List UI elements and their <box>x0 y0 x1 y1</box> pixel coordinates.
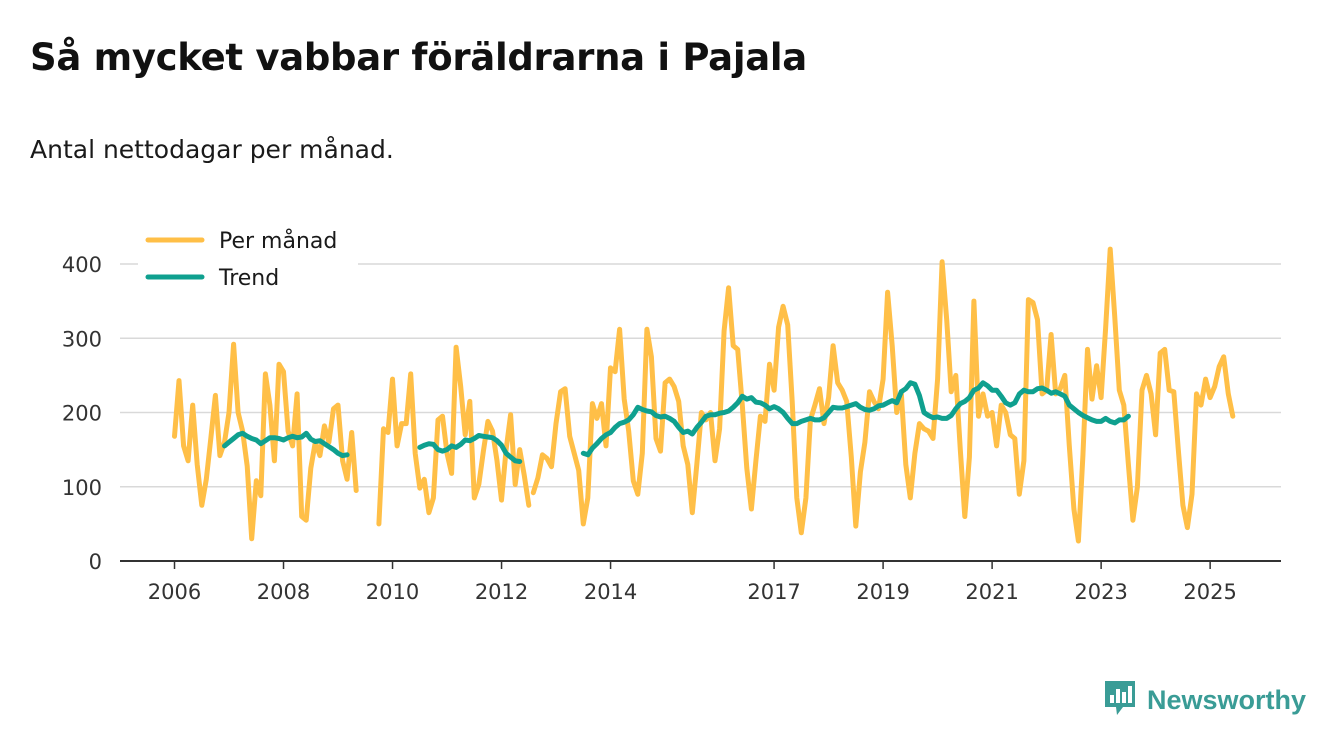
y-tick-label: 300 <box>62 327 102 351</box>
x-axis-ticks: 2006 2008 2010 2012 2014 2017 2019 2021 2023 2025 <box>148 561 1237 604</box>
x-tick-label: 2017 <box>747 580 800 604</box>
y-tick-label: 100 <box>62 476 102 500</box>
x-tick-label: 2021 <box>965 580 1018 604</box>
legend-background <box>138 222 358 298</box>
chart-subtitle: Antal nettodagar per månad. <box>30 135 394 164</box>
series-line-monthly-segment-1 <box>376 344 532 527</box>
brand-logo: Newsworthy <box>1103 679 1306 721</box>
legend-label-monthly: Per månad <box>219 228 337 254</box>
y-axis-ticks: 0 100 200 300 400 <box>62 253 102 574</box>
series-line-trend-segment-0 <box>222 430 350 459</box>
y-tick-label: 400 <box>62 253 102 277</box>
y-tick-label: 0 <box>89 550 102 574</box>
series-line-monthly-segment-2 <box>530 246 1236 544</box>
x-tick-label: 2023 <box>1074 580 1127 604</box>
legend: Per månad Trend <box>138 222 358 298</box>
series-line-monthly-segment-0 <box>172 341 359 542</box>
series-line-trend-segment-2 <box>580 380 1131 458</box>
x-tick-label: 2019 <box>856 580 909 604</box>
x-tick-label: 2006 <box>148 580 201 604</box>
chart-title: Så mycket vabbar föräldrarna i Pajala <box>30 36 807 79</box>
series-layer <box>172 246 1236 544</box>
x-tick-label: 2010 <box>366 580 419 604</box>
x-tick-label: 2012 <box>475 580 528 604</box>
x-tick-label: 2008 <box>257 580 310 604</box>
newsworthy-logo-icon <box>1103 679 1137 721</box>
legend-label-trend: Trend <box>218 266 279 291</box>
x-tick-label: 2014 <box>584 580 637 604</box>
brand-name: Newsworthy <box>1146 684 1306 715</box>
x-tick-label: 2025 <box>1183 580 1236 604</box>
series-line-trend-segment-1 <box>417 433 523 464</box>
y-tick-label: 200 <box>62 402 102 426</box>
